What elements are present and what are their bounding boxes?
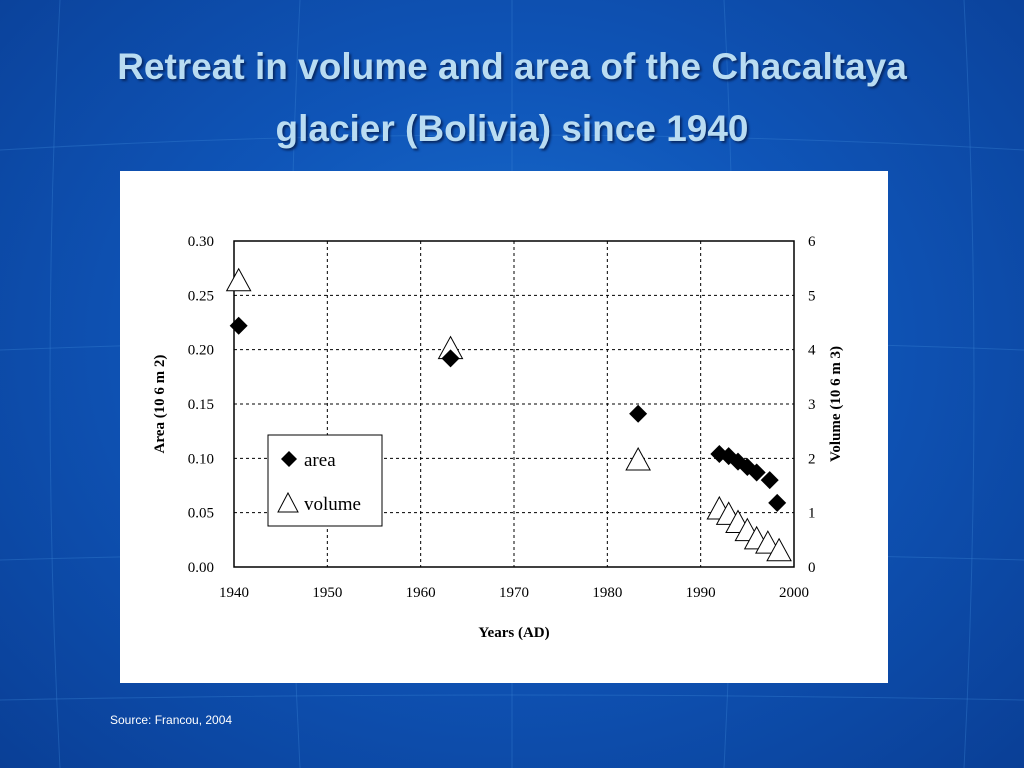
right-y-tick-label: 6 xyxy=(808,234,816,250)
slide-title-line2: glacier (Bolivia) since 1940 xyxy=(275,108,749,149)
area-point xyxy=(760,471,779,490)
legend-volume-label: volume xyxy=(304,494,361,515)
legend-volume-marker xyxy=(277,491,299,513)
left-y-tick-label: 0.00 xyxy=(188,560,214,576)
x-tick-label: 2000 xyxy=(779,585,809,601)
x-tick-label: 1950 xyxy=(312,585,342,601)
legend-area-marker xyxy=(281,451,297,467)
x-tick-label: 1970 xyxy=(499,585,529,601)
area-point xyxy=(747,463,766,482)
source-note: Source: Francou, 2004 xyxy=(110,713,233,727)
left-y-tick-label: 0.20 xyxy=(188,343,214,359)
left-y-tick-label: 0.10 xyxy=(188,451,214,467)
left-y-tick-label: 0.25 xyxy=(188,288,214,304)
area-point xyxy=(629,404,648,423)
data-marks xyxy=(225,267,792,562)
volume-point xyxy=(625,447,651,471)
area-point xyxy=(768,493,787,512)
legend-area-label: area xyxy=(304,450,336,471)
right-y-tick-label: 0 xyxy=(808,560,816,576)
x-tick-label: 1990 xyxy=(686,585,716,601)
volume-point xyxy=(225,267,252,292)
scatter-chart: 1940 1950 1960 1970 1980 1990 2000 0.00 0.05 0.10… xyxy=(152,234,844,641)
right-axis-title: Volume (10 6 m 3) xyxy=(828,346,844,462)
legend: area volume xyxy=(267,434,383,527)
plot-frame xyxy=(233,240,795,568)
x-tick-label: 1940 xyxy=(219,585,249,601)
x-axis-title: Years (AD) xyxy=(478,625,549,641)
slide-title: Retreat in volume and area of the Chacal… xyxy=(40,36,984,160)
left-y-tick-label: 0.15 xyxy=(188,397,214,413)
right-y-tick-label: 4 xyxy=(808,343,816,359)
right-y-tick-label: 3 xyxy=(808,397,816,413)
left-y-tick-label: 0.30 xyxy=(188,234,214,250)
right-y-tick-label: 1 xyxy=(808,506,816,522)
volume-point xyxy=(766,537,792,562)
right-y-tick-label: 2 xyxy=(808,451,816,467)
left-axis-title: Area (10 6 m 2) xyxy=(152,355,168,454)
area-point xyxy=(229,316,248,335)
left-y-tick-label: 0.05 xyxy=(188,506,214,522)
slide-title-line1: Retreat in volume and area of the Chacal… xyxy=(117,46,907,87)
axis-ticks: 1940 1950 1960 1970 1980 1990 2000 0.00 0.05 0.10… xyxy=(188,234,816,601)
right-y-tick-label: 5 xyxy=(808,288,816,304)
area-point xyxy=(441,349,460,368)
x-tick-label: 1960 xyxy=(406,585,436,601)
chart-panel: 1940 1950 1960 1970 1980 1990 2000 0.00 0.05 0.10… xyxy=(120,171,888,683)
x-tick-label: 1980 xyxy=(592,585,622,601)
